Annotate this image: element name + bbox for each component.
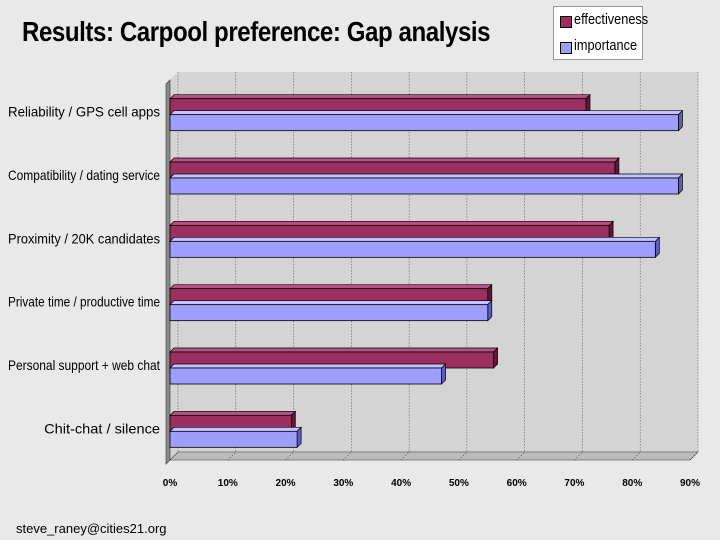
category-labels: Reliability / GPS cell apps Compatibility…: [8, 104, 160, 437]
category-label: Proximity / 20K candidates: [8, 230, 160, 246]
category-label: Chit-chat / silence: [44, 420, 160, 436]
x-tick-label: 40%: [391, 478, 411, 489]
gridline: [574, 72, 583, 461]
bar-importance: [169, 299, 493, 322]
x-tick-label: 50%: [449, 478, 469, 489]
bar-importance: [169, 236, 661, 259]
category-label: Private time / productive time: [8, 294, 160, 310]
bar-importance: [169, 363, 447, 385]
x-tick-label: 70%: [564, 478, 584, 489]
x-tick-labels: 0% 10% 20% 30% 40% 50% 60% 70% 80% 90%: [163, 478, 700, 489]
gridline: [343, 72, 352, 461]
x-tick-label: 30%: [333, 478, 353, 489]
x-tick-label: 10%: [218, 478, 238, 489]
bar-importance: [169, 109, 684, 132]
legend-swatch-importance: [560, 42, 572, 54]
gridline: [400, 72, 410, 461]
bar-importance: [169, 173, 684, 195]
legend-label-effectiveness: effectiveness: [574, 11, 649, 28]
bar-importance: [169, 426, 302, 449]
x-tick-label: 80%: [622, 478, 642, 489]
category-label: Reliability / GPS cell apps: [8, 104, 160, 120]
x-tick-label: 0%: [163, 478, 178, 489]
gridline: [285, 72, 294, 461]
legend-label-importance: importance: [574, 37, 638, 54]
chart-side-wall: [165, 79, 171, 465]
gridline: [632, 72, 641, 461]
footer-email: steve_raney@cities21.org: [16, 521, 167, 536]
x-tick-label: 60%: [507, 478, 527, 489]
gridline: [458, 72, 468, 461]
gridlines: [169, 72, 699, 461]
bars: [169, 93, 684, 449]
gridline: [227, 72, 237, 461]
category-label: Compatibility / dating service: [8, 167, 160, 183]
chart-floor: [169, 451, 699, 461]
gridline: [169, 72, 179, 461]
gridline: [689, 72, 699, 461]
x-tick-label: 20%: [276, 478, 296, 489]
chart-title: Results: Carpool preference: Gap analysi…: [22, 16, 491, 47]
x-tick-label: 90%: [680, 478, 700, 489]
category-label: Personal support + web chat: [8, 357, 160, 373]
gridline: [516, 72, 525, 461]
legend: effectiveness importance: [553, 6, 648, 60]
legend-swatch-effectiveness: [560, 16, 572, 28]
